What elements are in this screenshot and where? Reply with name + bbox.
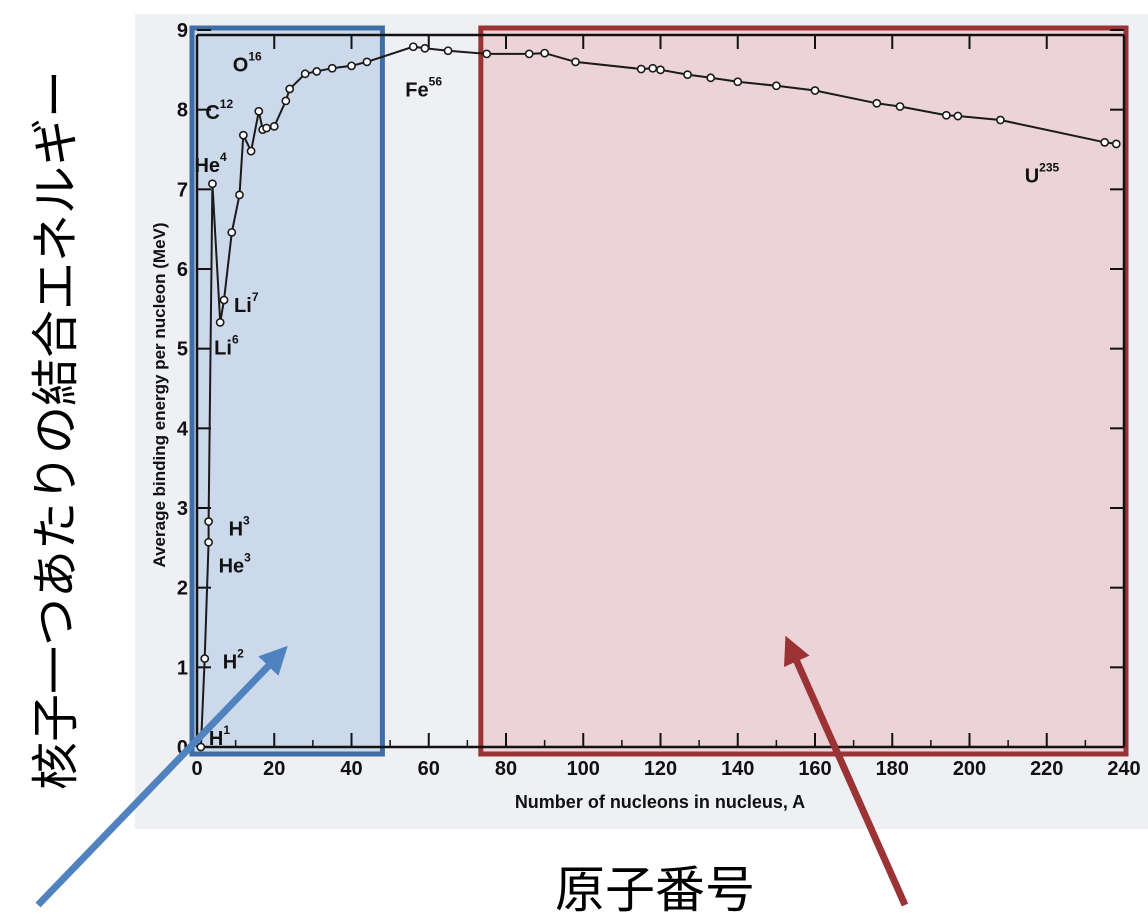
data-point <box>571 57 580 67</box>
blue-arrow <box>35 645 288 908</box>
y-tick-label: 1 <box>177 657 188 679</box>
region-light <box>189 25 385 757</box>
nuclide-label: H2 <box>223 647 244 674</box>
data-point <box>733 77 743 87</box>
data-point <box>204 537 213 547</box>
data-point <box>1100 137 1110 147</box>
x-tick-label: 0 <box>191 758 202 780</box>
bottom-japanese-title: 原子番号 <box>555 861 755 917</box>
series-line <box>199 45 1117 748</box>
nuclide-label: He4 <box>194 150 227 177</box>
data-point <box>524 49 534 59</box>
vertical-japanese-title: 核子一つあたりの結合エネルギー <box>28 70 84 790</box>
y-tick-label: 0 <box>177 737 188 759</box>
data-point <box>196 742 206 752</box>
data-point <box>219 295 229 305</box>
data-point <box>443 46 453 56</box>
y-tick-label: 3 <box>177 498 188 520</box>
data-point <box>420 43 430 53</box>
nuclide-label: Li6 <box>214 332 239 359</box>
data-point <box>347 61 356 71</box>
data-point <box>648 63 658 73</box>
y-tick-label: 5 <box>177 339 188 361</box>
data-point <box>895 102 905 111</box>
x-tick-label: 240 <box>1107 758 1140 780</box>
nuclide-label: H3 <box>229 514 250 541</box>
data-point <box>246 146 256 156</box>
region-heavy <box>478 25 1129 757</box>
nuclide-label: Fe56 <box>405 75 442 102</box>
data-point <box>200 654 210 663</box>
y-tick-label: 9 <box>177 20 188 42</box>
y-tick-label: 4 <box>177 418 189 440</box>
x-tick-label: 120 <box>644 758 677 780</box>
y-tick-label: 6 <box>177 259 188 281</box>
x-tick-label: 20 <box>263 758 285 780</box>
data-point <box>408 42 418 52</box>
data-point <box>683 70 692 80</box>
data-point <box>227 227 237 237</box>
data-point <box>327 63 337 73</box>
x-tick-label: 180 <box>876 758 909 780</box>
binding-energy-curve <box>196 42 1121 752</box>
data-point <box>208 179 217 189</box>
y-axis-title: Average binding energy per nucleon (MeV) <box>150 222 169 567</box>
data-point <box>215 317 225 327</box>
x-tick-label: 60 <box>418 758 440 780</box>
data-point <box>953 111 963 121</box>
data-point <box>540 48 550 58</box>
x-axis-title: Number of nucleons in nucleus, A <box>515 792 805 812</box>
nuclide-label: He3 <box>219 550 252 577</box>
data-point <box>235 190 244 200</box>
nuclide-label: Li7 <box>234 290 259 317</box>
data-point <box>362 57 372 67</box>
axes: 0 20 40 60 80 100 120 140 160 180 200 220 240 0 1 2 3 4 5 6… <box>177 20 1141 780</box>
nuclide-label: U235 <box>1025 160 1060 187</box>
y-tick-label: 7 <box>177 179 188 201</box>
data-point <box>204 517 213 526</box>
data-point <box>254 106 264 116</box>
x-tick-label: 80 <box>495 758 517 780</box>
data-point <box>300 69 310 79</box>
nuclide-label: H1 <box>209 723 230 750</box>
data-point <box>996 115 1005 125</box>
data-point <box>941 110 951 120</box>
data-point <box>262 123 271 133</box>
x-tick-label: 40 <box>340 758 362 780</box>
data-point <box>706 73 716 83</box>
x-tick-label: 200 <box>953 758 986 780</box>
data-point <box>285 84 295 94</box>
highlight-regions <box>189 25 1129 757</box>
data-point <box>771 81 781 91</box>
nuclide-label: O16 <box>233 49 262 76</box>
data-point <box>656 65 665 75</box>
data-point <box>1111 139 1121 149</box>
nuclide-label: C12 <box>205 97 233 124</box>
pointer-arrows <box>35 635 909 908</box>
data-point <box>312 67 322 76</box>
data-point <box>482 49 492 59</box>
data-point <box>269 121 279 131</box>
data-point <box>238 130 248 140</box>
y-tick-label: 2 <box>177 578 188 600</box>
y-tick-label: 8 <box>177 100 188 122</box>
x-tick-label: 100 <box>567 758 600 780</box>
x-tick-label: 160 <box>798 758 831 780</box>
data-point <box>281 96 291 106</box>
data-point <box>636 64 646 74</box>
data-point <box>872 98 882 108</box>
x-tick-label: 220 <box>1030 758 1063 780</box>
x-tick-label: 140 <box>721 758 754 780</box>
red-arrow <box>784 635 909 907</box>
data-point <box>810 86 820 95</box>
